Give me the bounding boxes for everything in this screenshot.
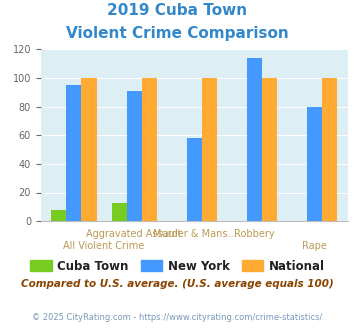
Bar <box>262 78 277 221</box>
Text: Aggravated Assault: Aggravated Assault <box>86 229 182 239</box>
Bar <box>66 85 81 221</box>
Text: 2019 Cuba Town: 2019 Cuba Town <box>108 3 247 18</box>
Bar <box>142 78 157 221</box>
Bar <box>307 107 322 221</box>
Bar <box>187 138 202 221</box>
Bar <box>202 78 217 221</box>
Text: All Violent Crime: All Violent Crime <box>64 241 145 251</box>
Bar <box>247 58 262 221</box>
Bar <box>111 203 127 221</box>
Bar <box>322 78 337 221</box>
Text: Robbery: Robbery <box>234 229 275 239</box>
Bar <box>127 91 142 221</box>
Legend: Cuba Town, New York, National: Cuba Town, New York, National <box>26 255 329 278</box>
Text: Murder & Mans...: Murder & Mans... <box>153 229 236 239</box>
Bar <box>81 78 97 221</box>
Text: © 2025 CityRating.com - https://www.cityrating.com/crime-statistics/: © 2025 CityRating.com - https://www.city… <box>32 314 323 322</box>
Text: Rape: Rape <box>302 241 327 251</box>
Text: Violent Crime Comparison: Violent Crime Comparison <box>66 26 289 41</box>
Text: Compared to U.S. average. (U.S. average equals 100): Compared to U.S. average. (U.S. average … <box>21 279 334 289</box>
Bar <box>51 210 66 221</box>
